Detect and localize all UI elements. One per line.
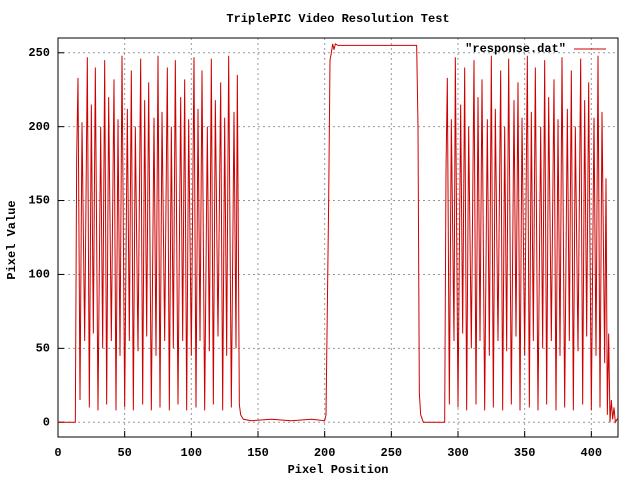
- x-tick-label: 400: [581, 446, 603, 460]
- plot-frame: [57, 37, 619, 438]
- chart-title: TriplePIC Video Resolution Test: [226, 12, 449, 26]
- y-tick-label: 200: [28, 120, 50, 134]
- y-tick-label: 150: [28, 194, 50, 208]
- legend-label: "response.dat": [465, 42, 566, 56]
- x-tick-label: 300: [447, 446, 469, 460]
- data-line: [58, 43, 619, 424]
- y-tick-label: 50: [36, 342, 50, 356]
- x-tick-label: 100: [181, 446, 203, 460]
- y-tick-label: 0: [43, 415, 50, 429]
- x-tick-label: 150: [247, 446, 269, 460]
- y-axis-label: Pixel Value: [5, 200, 19, 279]
- x-tick-label: 50: [117, 446, 131, 460]
- x-tick-label: 250: [381, 446, 403, 460]
- x-axis-label: Pixel Position: [288, 463, 389, 477]
- y-tick-label: 100: [28, 268, 50, 282]
- y-tick-label: 250: [28, 46, 50, 60]
- x-tick-label: 0: [54, 446, 61, 460]
- x-tick-label: 350: [514, 446, 536, 460]
- x-tick-label: 200: [314, 446, 336, 460]
